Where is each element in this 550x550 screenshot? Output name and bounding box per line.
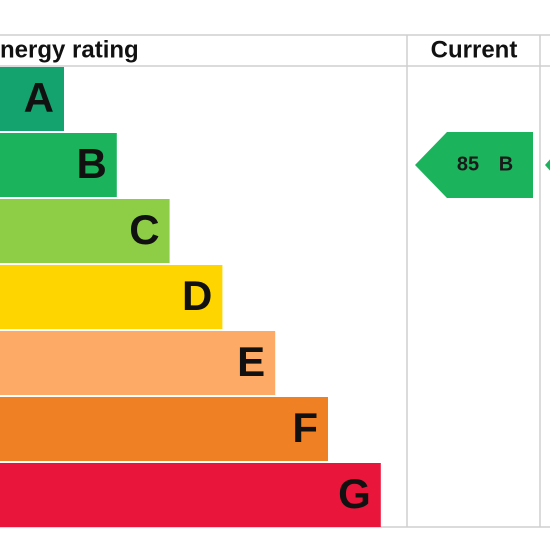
- rating-header: nergy rating: [0, 36, 139, 63]
- potential-arrow: [545, 159, 550, 171]
- rating-band: [0, 265, 223, 329]
- band-letter: E: [237, 338, 265, 385]
- band-letter: D: [182, 272, 212, 319]
- band-letter: B: [76, 140, 106, 187]
- current-header: Current: [431, 36, 518, 63]
- band-letter: C: [129, 206, 159, 253]
- rating-band: [0, 67, 64, 131]
- rating-band: [0, 397, 328, 461]
- band-letter: A: [24, 74, 54, 121]
- rating-band: [0, 199, 170, 263]
- band-letter: F: [292, 404, 318, 451]
- current-score: 85: [457, 153, 479, 175]
- rating-band: [0, 331, 276, 395]
- band-letter: G: [338, 470, 371, 517]
- rating-band: [0, 133, 117, 197]
- rating-band: [0, 463, 381, 527]
- current-arrow: [415, 132, 533, 198]
- current-band: B: [499, 153, 513, 175]
